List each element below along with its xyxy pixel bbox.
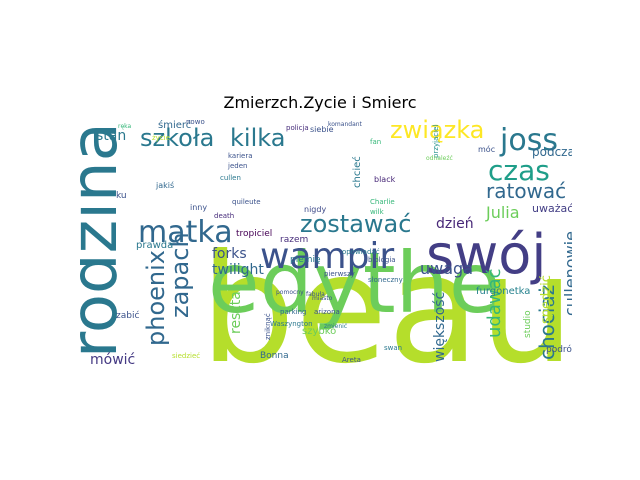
word-cloud-word: swój bbox=[426, 223, 546, 286]
word-cloud-word: jakiś bbox=[155, 180, 174, 190]
word-cloud-word: inny bbox=[190, 203, 207, 212]
word-cloud-word: prawda bbox=[136, 240, 173, 251]
word-cloud-word: reszta bbox=[228, 291, 244, 334]
word-cloud-word: przyjaciel bbox=[432, 125, 440, 158]
word-cloud-word: jeden bbox=[227, 162, 247, 170]
word-cloud-word: nowo bbox=[186, 118, 205, 126]
word-cloud-word: pomocny bbox=[276, 289, 304, 296]
word-cloud-word: zmienić bbox=[324, 323, 347, 330]
word-cloud-word: studio bbox=[523, 310, 533, 338]
word-cloud-word: fan bbox=[370, 138, 381, 146]
word-cloud-word: swan bbox=[384, 344, 402, 352]
word-cloud-word: phoenix bbox=[142, 250, 170, 346]
word-cloud-word: plemię bbox=[290, 255, 321, 265]
word-cloud-word: kariera bbox=[228, 152, 253, 160]
word-cloud-word: chcieć bbox=[351, 156, 363, 188]
word-cloud-word: życie bbox=[152, 134, 170, 142]
word-cloud-word: cullen bbox=[220, 174, 241, 182]
word-cloud-word: zniknąć bbox=[264, 313, 272, 340]
word-cloud-word: ku bbox=[116, 191, 127, 201]
word-cloud-word: spędzić bbox=[539, 275, 554, 324]
word-cloud-word: opowiadać bbox=[342, 248, 380, 256]
word-cloud-word: śmierć bbox=[158, 119, 191, 131]
word-cloud-word: twilight bbox=[212, 262, 264, 278]
word-cloud-background bbox=[80, 118, 572, 366]
word-cloud-word: death bbox=[214, 212, 234, 220]
word-cloud-word: ratować bbox=[486, 179, 566, 203]
word-cloud-word: wilk bbox=[370, 208, 385, 216]
word-cloud-word: edythe bbox=[208, 234, 501, 332]
word-cloud-word: szybko bbox=[302, 326, 336, 337]
word-cloud-word: uwaga bbox=[420, 259, 473, 278]
word-cloud-word: podczas bbox=[532, 145, 572, 159]
word-cloud-word: siedzieć bbox=[172, 352, 200, 360]
word-cloud-word: parking bbox=[280, 308, 307, 316]
word-cloud-word: quileute bbox=[232, 198, 261, 206]
word-cloud-word: podróż bbox=[546, 344, 572, 355]
word-cloud-word: cullenowie bbox=[561, 231, 572, 316]
word-cloud-word: zabić bbox=[116, 310, 139, 321]
word-cloud-word: arizona bbox=[314, 308, 340, 316]
word-cloud-word: ręka bbox=[118, 123, 132, 130]
word-cloud-word: Waszyngton bbox=[270, 320, 313, 328]
word-cloud-word: udawać bbox=[484, 268, 505, 338]
word-cloud-word: matka bbox=[138, 215, 233, 250]
word-cloud-word: policja bbox=[286, 124, 309, 132]
word-cloud-word: stan bbox=[96, 128, 126, 144]
word-cloud-word: pierwszy bbox=[324, 270, 355, 278]
word-cloud-word: większość bbox=[432, 292, 448, 362]
word-cloud-word: wampir bbox=[260, 236, 394, 277]
word-cloud-word: furgonetka bbox=[476, 286, 530, 297]
word-cloud-word: Julia bbox=[485, 203, 520, 222]
word-cloud-word: komandant bbox=[328, 121, 363, 128]
word-cloud-word: razem bbox=[280, 235, 308, 245]
word-cloud-word: odnaleźć bbox=[426, 155, 453, 162]
word-cloud-word: forks bbox=[212, 246, 247, 262]
chart-title: Zmierzch.Zycie i Smierc bbox=[223, 93, 417, 112]
word-cloud-word: black bbox=[374, 175, 396, 184]
word-cloud-word: Areta bbox=[342, 356, 361, 364]
word-cloud-word: beau bbox=[200, 223, 572, 366]
word-cloud-word: siebie bbox=[310, 125, 334, 134]
word-cloud-word: zostawać bbox=[300, 210, 411, 238]
word-cloud-word: móc bbox=[478, 144, 495, 154]
word-cloud-word: biologia bbox=[368, 256, 396, 264]
word-cloud-word: mówić bbox=[90, 352, 135, 366]
word-cloud-word: chociaż bbox=[535, 285, 559, 360]
word-cloud-word: słoneczny bbox=[368, 276, 403, 284]
word-cloud-word: szkoła bbox=[140, 124, 214, 152]
word-cloud-word: uważać bbox=[532, 202, 572, 215]
word-cloud-word: fabuła bbox=[306, 291, 325, 298]
word-cloud-word: związka bbox=[390, 118, 484, 144]
word-cloud-word: zapach bbox=[166, 232, 194, 318]
word-cloud-word: joss bbox=[499, 123, 558, 158]
word-cloud-word: czas bbox=[488, 154, 550, 187]
word-cloud-word: Charlie bbox=[370, 198, 395, 206]
word-cloud-word: Bonna bbox=[260, 351, 289, 361]
word-cloud-word: rodzina bbox=[80, 122, 132, 358]
word-cloud-word: miasto bbox=[312, 295, 333, 302]
word-cloud-word: nigdy bbox=[304, 205, 326, 214]
word-cloud-word: tropiciel bbox=[236, 229, 272, 239]
word-cloud-word: kilka bbox=[230, 124, 285, 152]
word-cloud-word: dzień bbox=[436, 216, 474, 232]
